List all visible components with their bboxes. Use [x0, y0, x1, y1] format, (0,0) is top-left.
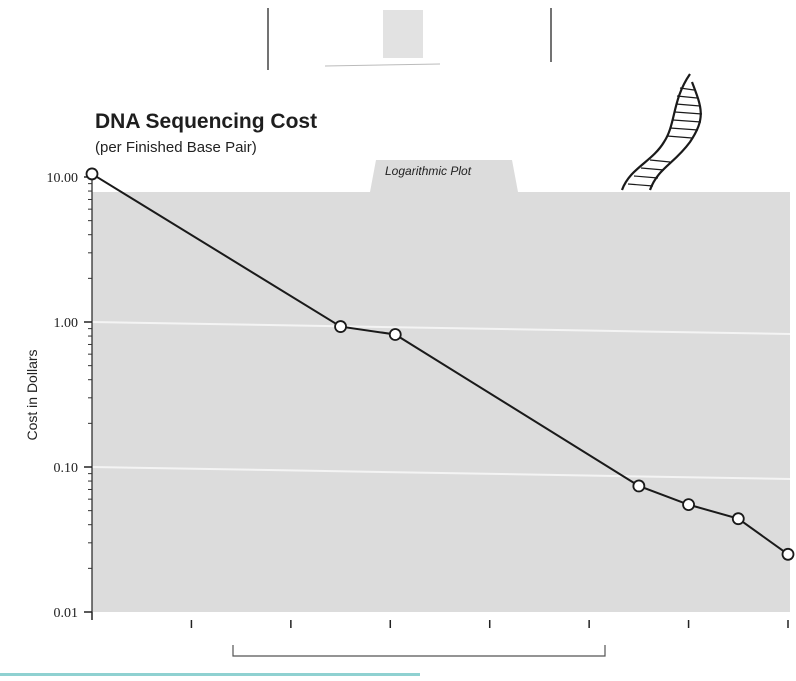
y-tick-label: 10.00 — [47, 171, 79, 186]
scan-edge-line — [324, 63, 441, 67]
gridline — [91, 321, 791, 335]
dna-helix-icon — [620, 73, 703, 191]
data-point — [731, 512, 745, 526]
data-point — [781, 547, 795, 561]
gridlines — [91, 321, 791, 480]
plot-annotation: Logarithmic Plot — [385, 164, 472, 178]
data-point — [334, 320, 347, 333]
scan-artifact — [383, 10, 423, 58]
chart-title: DNA Sequencing Cost — [95, 110, 318, 133]
data-point — [632, 479, 646, 493]
series-group — [85, 167, 795, 561]
y-axis: 10.00 1.00 0.10 0.01 — [47, 171, 93, 621]
y-tick-label: 1.00 — [54, 316, 79, 331]
scan-edge-strip — [0, 673, 420, 676]
data-point — [388, 328, 402, 341]
x-axis — [91, 612, 789, 628]
chart-subtitle: (per Finished Base Pair) — [95, 139, 257, 156]
data-point — [682, 498, 695, 512]
y-tick-label: 0.01 — [54, 606, 79, 621]
data-point — [85, 167, 99, 181]
gridline — [91, 466, 791, 480]
plot-area — [92, 160, 790, 612]
scan-edge-line — [232, 645, 606, 657]
y-tick-label: 0.10 — [54, 461, 79, 476]
